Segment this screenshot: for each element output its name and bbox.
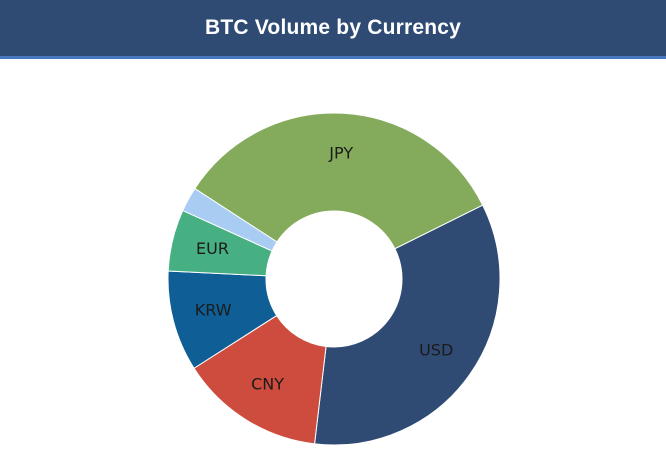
slice-label-cny: CNY <box>251 374 284 393</box>
slice-unlabeled[interactable] <box>182 187 278 252</box>
chart-area: JPY USD CNY KRW EUR <box>0 59 666 463</box>
donut-chart: JPY USD CNY KRW EUR <box>167 112 501 446</box>
slice-label-usd: USD <box>419 340 453 359</box>
slice-label-krw: KRW <box>195 301 232 320</box>
chart-header: BTC Volume by Currency <box>0 0 666 59</box>
slice-label-jpy: JPY <box>328 144 353 163</box>
slice-label-eur: EUR <box>196 239 229 258</box>
slice-jpy[interactable] <box>194 112 484 250</box>
slice-usd[interactable] <box>314 204 501 446</box>
chart-title: BTC Volume by Currency <box>204 16 462 39</box>
